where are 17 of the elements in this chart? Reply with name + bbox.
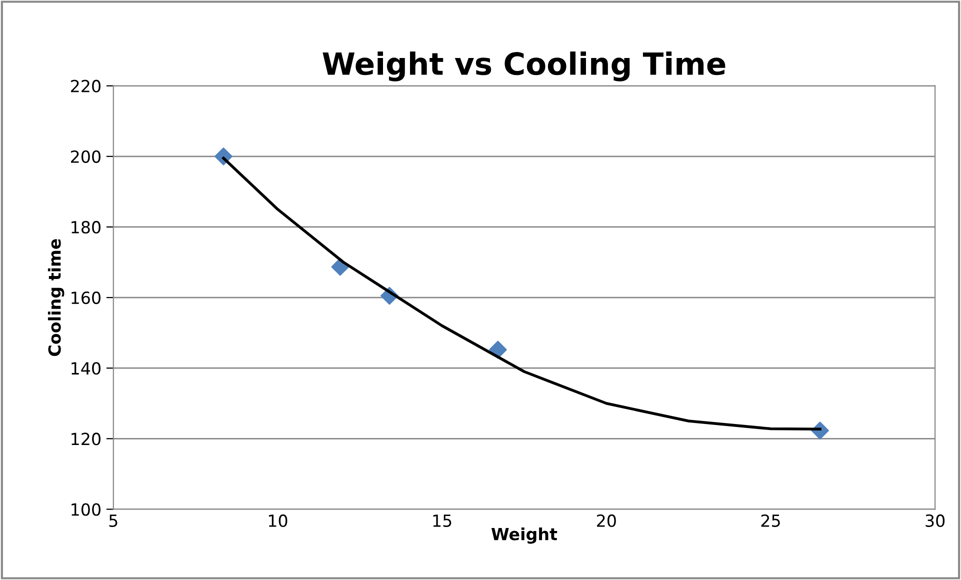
x-tick-label: 30 [926,514,945,527]
point [489,340,507,359]
chart-title: Weight vs Cooling Time [322,52,726,82]
x-tick-label: 5 [109,514,118,527]
x-tick-label: 15 [433,514,452,527]
y-tick-label: 140 [72,362,100,375]
x-tick-label: 20 [597,514,616,527]
y-tick-label: 200 [71,150,100,163]
y-tick-label: 120 [72,432,100,446]
y-tick-label: 180 [72,220,100,234]
y-tick-label: 100 [72,503,100,516]
x-tick-label: 10 [268,514,288,527]
x-tick-label: 25 [761,514,780,527]
x-axis-title: Weight [491,527,558,544]
y-tick-label: 160 [72,292,100,304]
y-axis-title: Cooling time [48,239,64,356]
y-tick-label: 220 [71,80,100,92]
